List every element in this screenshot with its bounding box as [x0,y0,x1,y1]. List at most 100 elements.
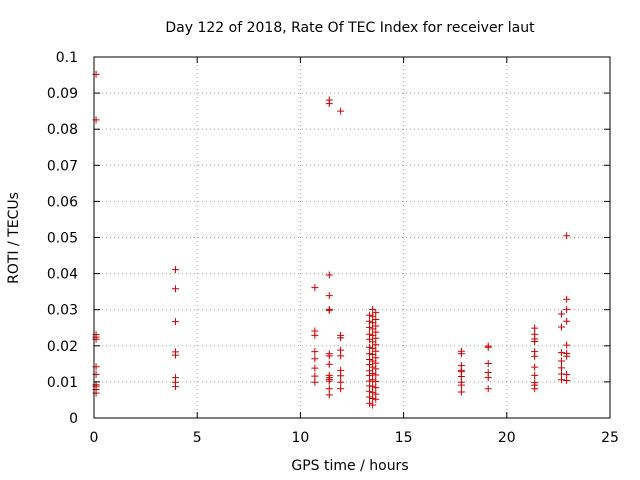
data-point [457,388,465,396]
data-point [372,334,380,342]
data-point [531,337,539,345]
data-point [337,372,345,380]
data-point [369,370,377,378]
data-point [369,382,377,390]
data-point [311,284,319,292]
data-point [369,331,377,339]
data-point [369,388,377,396]
data-point [563,232,571,240]
data-point [484,343,492,351]
data-point [531,371,539,379]
x-tick-label: 25 [601,430,619,446]
y-tick-label: 0.01 [47,375,78,391]
data-point [531,324,539,332]
data-point [311,331,319,339]
x-tick-label: 0 [90,430,99,446]
y-tick-label: 0.03 [47,303,78,319]
data-point [372,395,380,403]
data-point [311,355,319,363]
data-point [325,100,333,108]
data-point [372,378,380,386]
data-point [531,363,539,371]
data-point [563,317,571,325]
data-point [337,107,345,115]
data-point [172,285,180,293]
data-point [325,271,333,279]
data-point [366,343,374,351]
data-point [484,385,492,393]
data-point [366,311,374,319]
data-point [369,312,377,320]
y-tick-label: 0.1 [56,50,78,66]
data-point [369,338,377,346]
data-point [369,305,377,313]
y-axis: 0 0.01 0.02 0.03 0.04 0.05 0.06 0.07 0.08 0.09 0.1 [47,50,610,427]
data-point [557,376,565,384]
y-tick-label: 0.08 [47,122,78,138]
data-point [172,318,180,326]
data-point [325,306,333,314]
data-point [366,317,374,325]
y-tick-label: 0 [69,411,78,427]
data-point [557,357,565,365]
data-point [311,364,319,372]
data-point [557,323,565,331]
data-point [457,381,465,389]
y-tick-label: 0.02 [47,339,78,355]
data-point [369,376,377,384]
data-point [484,359,492,367]
x-tick-label: 20 [498,430,516,446]
y-tick-label: 0.07 [47,158,78,174]
data-point [557,349,565,357]
data-point [366,399,374,407]
x-axis-title: GPS time / hours [291,458,408,474]
y-axis-title: ROTI / TECUs [6,192,22,284]
data-point [311,348,319,356]
data-point [372,347,380,355]
y-tick-label: 0.05 [47,231,78,247]
data-points [92,70,571,409]
data-point [531,385,539,393]
data-point [557,310,565,318]
data-point [311,378,319,386]
y-tick-label: 0.04 [47,267,78,283]
data-point [325,352,333,360]
data-point [372,365,380,373]
data-point [172,266,180,274]
data-point [325,360,333,368]
data-point [372,384,380,392]
data-point [172,351,180,359]
data-point [563,295,571,303]
data-point [311,372,319,380]
data-point [372,341,380,349]
chart-title: Day 122 of 2018, Rate Of TEC Index for r… [165,20,535,36]
data-point [325,385,333,393]
data-point [563,376,571,384]
data-point [369,319,377,327]
data-point [366,393,374,401]
x-axis: 0 5 10 15 20 25 [90,57,619,446]
x-tick-label: 5 [193,430,202,446]
data-point [369,363,377,371]
data-point [563,352,571,360]
data-point [325,391,333,399]
data-point [369,395,377,403]
data-point [372,328,380,336]
data-point [369,401,377,409]
data-point [337,334,345,342]
y-tick-label: 0.06 [47,194,78,210]
x-tick-label: 15 [395,430,413,446]
data-point [563,341,571,349]
data-point [325,377,333,385]
data-point [563,305,571,313]
data-point [557,364,565,372]
data-point [366,323,374,331]
data-point [337,385,345,393]
data-point [337,352,345,360]
data-point [531,352,539,360]
y-tick-label: 0.09 [47,86,78,102]
data-point [337,378,345,386]
data-point [172,383,180,391]
